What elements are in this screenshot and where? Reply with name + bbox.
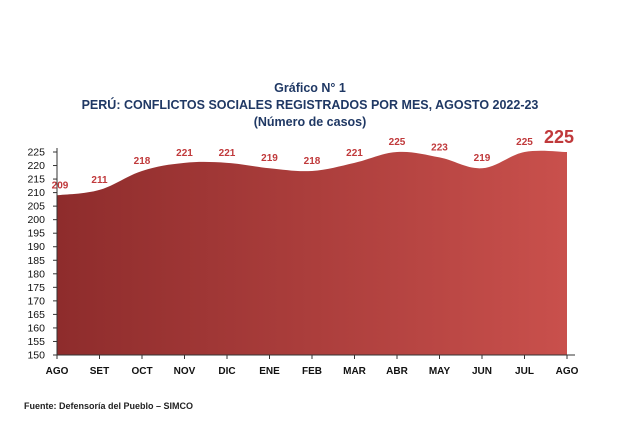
data-label: 209 <box>52 180 69 191</box>
data-label: 221 <box>346 148 363 159</box>
chart-subtitle: PERÚ: CONFLICTOS SOCIALES REGISTRADOS PO… <box>81 98 539 112</box>
y-tick-label: 200 <box>27 214 45 226</box>
data-label-highlight: 225 <box>544 127 574 147</box>
x-tick-label: AGO <box>556 366 579 377</box>
y-tick-label: 225 <box>27 147 45 159</box>
data-label: 225 <box>516 137 533 148</box>
x-tick-label: DIC <box>218 366 235 377</box>
source-note: Fuente: Defensoría del Pueblo – SIMCO <box>24 401 194 411</box>
data-label: 218 <box>304 156 321 167</box>
area-series <box>57 150 567 355</box>
y-tick-label: 195 <box>27 228 45 240</box>
y-tick-label: 215 <box>27 174 45 186</box>
y-tick-label: 175 <box>27 282 45 294</box>
data-label: 211 <box>91 175 108 186</box>
x-tick-label: AGO <box>46 366 69 377</box>
y-tick-label: 155 <box>27 336 45 348</box>
data-label: 225 <box>389 137 406 148</box>
y-tick-label: 165 <box>27 309 45 321</box>
chart-note: (Número de casos) <box>253 115 367 129</box>
y-tick-label: 180 <box>27 268 45 280</box>
data-label: 218 <box>134 156 151 167</box>
y-tick-label: 220 <box>27 160 45 172</box>
x-tick-label: ENE <box>259 366 280 377</box>
chart-titles: Gráfico N° 1 PERÚ: CONFLICTOS SOCIALES R… <box>0 80 620 131</box>
x-tick-label: FEB <box>302 366 322 377</box>
y-tick-label: 185 <box>27 255 45 267</box>
y-tick-label: 190 <box>27 241 45 253</box>
y-tick-label: 160 <box>27 322 45 334</box>
data-label: 221 <box>176 148 193 159</box>
x-tick-label: JUL <box>515 366 534 377</box>
x-tick-label: NOV <box>174 366 196 377</box>
y-tick-label: 170 <box>27 295 45 307</box>
x-tick-label: JUN <box>472 366 492 377</box>
chart-title: Gráfico N° 1 <box>274 81 346 95</box>
x-tick-label: ABR <box>386 366 408 377</box>
y-tick-label: 150 <box>27 350 45 362</box>
data-label: 221 <box>219 148 236 159</box>
data-label: 223 <box>431 142 448 153</box>
data-label: 219 <box>474 153 491 164</box>
x-tick-label: MAR <box>343 366 367 377</box>
y-tick-label: 210 <box>27 187 45 199</box>
data-label: 219 <box>261 153 278 164</box>
x-tick-label: OCT <box>131 366 152 377</box>
x-tick-label: MAY <box>429 366 451 377</box>
y-tick-label: 205 <box>27 201 45 213</box>
x-tick-label: SET <box>90 366 109 377</box>
